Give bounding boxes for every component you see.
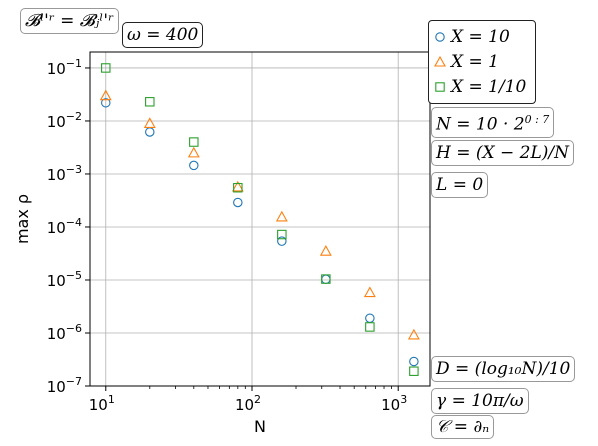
n-definition-exponent: 0 : 7 [524, 113, 550, 126]
data-point-square [409, 366, 419, 376]
data-point-circle [189, 160, 199, 171]
data-point-square [277, 229, 287, 240]
gamma-definition-text: γ = 10π/ω [436, 391, 524, 411]
data-point-circle [409, 356, 419, 367]
y-tick-label: 10−1 [47, 57, 82, 78]
legend-marker-triangle [434, 55, 446, 67]
omega-box: ω = 400 [122, 22, 204, 48]
data-point-square [101, 63, 111, 73]
data-point-square [365, 322, 375, 332]
c-definition-box: 𝒞 = ∂ₙ [431, 415, 495, 439]
data-point-square [189, 137, 199, 147]
gamma-definition-box: γ = 10π/ω [431, 388, 529, 414]
c-definition-text: 𝒞 = ∂ₙ [436, 417, 490, 437]
legend-label: X = 1/10 [451, 77, 527, 97]
x-tick-label: 102 [235, 393, 261, 414]
legend-item: X = 1 [429, 51, 499, 73]
data-point-circle [101, 98, 111, 108]
legend-marker-circle [435, 32, 445, 42]
legend-marker-square [435, 82, 445, 92]
legend-marker-shape [434, 55, 446, 67]
data-point-triangle [99, 89, 112, 101]
d-definition-box: D = (log₁₀N)/10 [431, 356, 576, 382]
omega-text: ω = 400 [127, 25, 199, 45]
y-tick-label: 10−2 [47, 110, 82, 131]
x-tick-label: 103 [381, 393, 407, 414]
data-point-triangle [187, 146, 200, 158]
data-point-circle [365, 313, 375, 323]
legend-item: X = 10 [429, 26, 510, 48]
l-definition-text: L = 0 [436, 175, 484, 195]
axis-ticks: 101 102 103 10−1 10−2 10−3 10−4 10−5 10−6 10−7 [47, 57, 408, 414]
y-tick-label: 10−7 [47, 375, 82, 396]
data-point-square [321, 274, 331, 284]
data-point-triangle [275, 210, 288, 222]
data-point-triangle [231, 180, 244, 192]
x-axis-label: N [254, 417, 266, 436]
data-point-triangle [319, 245, 332, 256]
legend-item: X = 1/10 [429, 76, 526, 98]
data-point-triangle [363, 286, 376, 298]
legend: X = 10 X = 1 X = 1/10 [428, 20, 536, 104]
data-point-triangle [407, 328, 420, 340]
n-definition-text: N = 10 · 2 [436, 114, 525, 135]
basis-equality-box: 𝓑ˡ'ʳ = 𝓑ⱼˡ'ʳ [20, 8, 119, 34]
legend-marker-shape [435, 82, 445, 92]
legend-marker-shape [435, 32, 445, 42]
legend-label: X = 10 [451, 27, 510, 47]
grid-lines [90, 52, 430, 387]
legend-label: X = 1 [451, 52, 499, 72]
data-point-triangle [143, 117, 156, 128]
data-point-circle [321, 274, 331, 285]
data-point-circle [277, 236, 287, 246]
d-definition-text: D = (log₁₀N)/10 [436, 359, 571, 379]
y-tick-label: 10−5 [47, 269, 82, 290]
basis-equality-text: 𝓑ˡ'ʳ = 𝓑ⱼˡ'ʳ [25, 11, 114, 31]
y-tick-label: 10−3 [47, 163, 82, 184]
data-points [99, 63, 420, 376]
y-tick-label: 10−4 [47, 216, 82, 237]
h-definition-box: H = (X − 2L)/N [431, 140, 575, 166]
x-tick-label: 101 [89, 393, 115, 414]
h-definition-text: H = (X − 2L)/N [436, 143, 570, 163]
data-point-square [233, 182, 243, 193]
n-definition-box: N = 10 · 20 : 7 [431, 107, 555, 138]
y-axis-label: max ρ [13, 194, 32, 244]
data-point-circle [233, 197, 243, 208]
data-point-circle [145, 127, 155, 137]
data-point-square [145, 97, 155, 107]
plot-frame [89, 51, 431, 387]
l-definition-box: L = 0 [431, 172, 489, 198]
y-tick-label: 10−6 [47, 322, 82, 343]
